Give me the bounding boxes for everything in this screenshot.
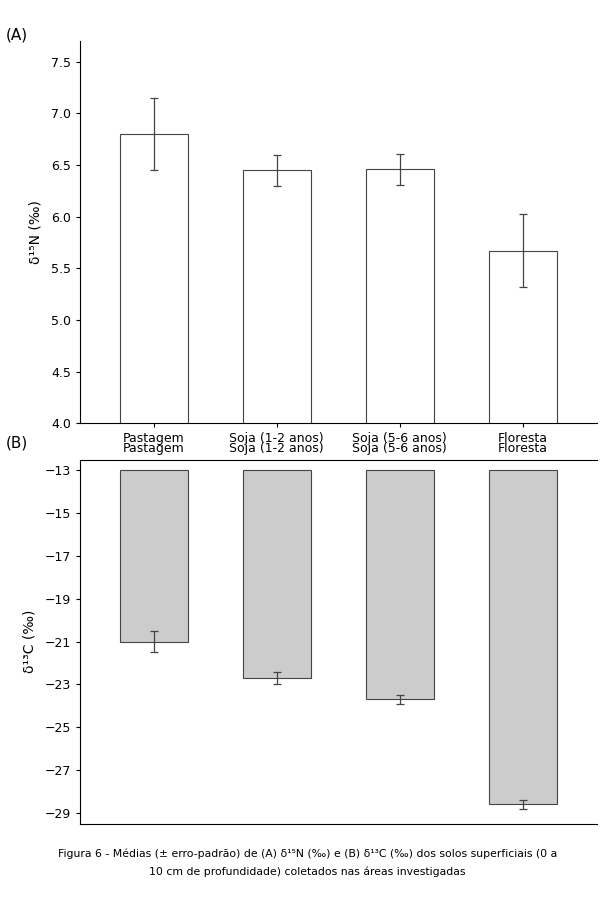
Text: 10 cm de profundidade) coletados nas áreas investigadas: 10 cm de profundidade) coletados nas áre… [149,866,466,877]
Text: (B): (B) [6,436,28,450]
Text: Floresta: Floresta [498,442,548,455]
Bar [366,470,434,700]
Text: Soja (5-6 anos): Soja (5-6 anos) [352,442,447,455]
Bar [489,250,557,836]
Bar [243,470,311,678]
Bar [243,170,311,836]
Text: (A): (A) [6,27,28,42]
Bar [489,470,557,804]
Text: Pastagem: Pastagem [123,442,184,455]
Text: Soja (1-2 anos): Soja (1-2 anos) [229,442,324,455]
Y-axis label: δ¹⁵N (‰): δ¹⁵N (‰) [28,200,42,264]
Text: Figura 6 - Médias (± erro-padrão) de (A) δ¹⁵N (‰) e (B) δ¹³C (‰) dos solos super: Figura 6 - Médias (± erro-padrão) de (A)… [58,848,557,859]
Bar [120,470,188,642]
Y-axis label: δ¹³C (‰): δ¹³C (‰) [22,610,36,673]
Bar [366,169,434,836]
Bar [120,134,188,836]
